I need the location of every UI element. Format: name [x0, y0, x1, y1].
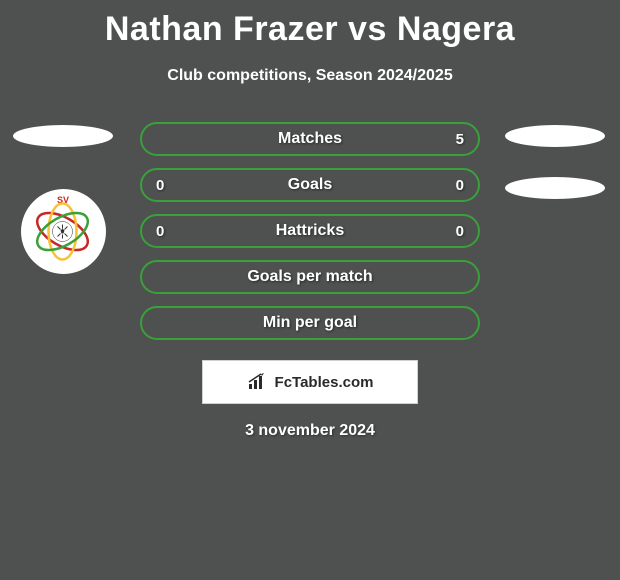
- stat-row-goals: 0 Goals 0: [140, 168, 480, 202]
- stat-label: Goals: [288, 176, 332, 194]
- stat-value-right: 0: [456, 223, 464, 240]
- footer-block: FcTables.com 3 november 2024: [0, 352, 620, 440]
- subtitle: Club competitions, Season 2024/2025: [0, 67, 620, 85]
- stat-label: Hattricks: [276, 222, 344, 240]
- stat-label: Goals per match: [247, 268, 372, 286]
- club-logo-swirl-icon: [31, 199, 96, 264]
- stat-label: Min per goal: [263, 314, 357, 332]
- player-oval-right-1: [505, 125, 605, 147]
- stat-row-matches: Matches 5: [140, 122, 480, 156]
- attribution-text: FcTables.com: [275, 374, 374, 391]
- stat-value-right: 0: [456, 177, 464, 194]
- stat-label: Matches: [278, 130, 342, 148]
- stat-value-left: 0: [156, 177, 164, 194]
- stats-container: Matches 5 0 Goals 0 0 Hattricks 0 Goals …: [140, 122, 480, 352]
- date-text: 3 november 2024: [0, 422, 620, 440]
- stat-row-min-per-goal: Min per goal: [140, 306, 480, 340]
- right-player-column: [500, 125, 610, 209]
- left-player-column: SV: [8, 125, 118, 274]
- stat-value-right: 5: [456, 131, 464, 148]
- bar-chart-icon: [247, 373, 269, 391]
- player-oval-left-1: [13, 125, 113, 147]
- stat-row-hattricks: 0 Hattricks 0: [140, 214, 480, 248]
- stat-value-left: 0: [156, 223, 164, 240]
- stat-row-goals-per-match: Goals per match: [140, 260, 480, 294]
- page-title: Nathan Frazer vs Nagera: [0, 0, 620, 49]
- club-logo-left: SV: [21, 189, 106, 274]
- attribution-box[interactable]: FcTables.com: [202, 360, 418, 404]
- player-oval-right-2: [505, 177, 605, 199]
